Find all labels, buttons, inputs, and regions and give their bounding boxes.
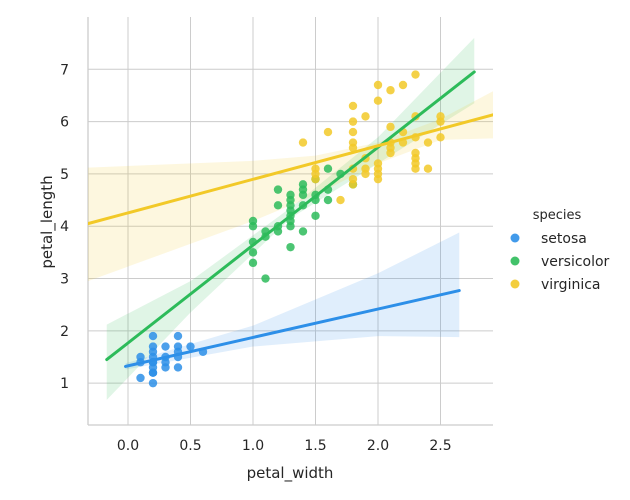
data-point-virginica — [336, 195, 345, 205]
grid — [88, 17, 493, 425]
data-point-setosa — [148, 378, 158, 388]
legend-marker-versicolor — [510, 256, 520, 266]
data-point-virginica — [423, 164, 433, 173]
data-point-setosa — [173, 342, 183, 351]
data-point-setosa — [173, 363, 183, 372]
data-point-virginica — [348, 138, 358, 147]
data-point-setosa — [136, 373, 145, 383]
y-tick-label: 4 — [60, 219, 69, 235]
data-point-virginica — [348, 101, 358, 111]
x-axis-label: petal_width — [247, 464, 334, 483]
data-point-virginica — [361, 112, 370, 121]
data-point-versicolor — [286, 190, 295, 200]
data-point-versicolor — [273, 201, 283, 210]
data-point-setosa — [148, 342, 158, 351]
data-point-virginica — [398, 80, 408, 90]
data-point-virginica — [348, 117, 358, 126]
data-point-versicolor — [261, 274, 270, 283]
data-point-setosa — [148, 368, 158, 377]
y-axis-label: petal_length — [38, 175, 57, 268]
x-tick-label: 2.5 — [429, 438, 451, 454]
data-point-versicolor — [248, 258, 258, 268]
data-point-virginica — [386, 86, 395, 95]
regression-line-setosa — [124, 289, 461, 368]
data-point-setosa — [173, 331, 183, 341]
data-point-virginica — [436, 133, 445, 142]
data-point-setosa — [136, 352, 145, 362]
data-point-versicolor — [298, 227, 308, 236]
x-tick-label: 2.0 — [367, 438, 389, 454]
data-point-virginica — [436, 112, 445, 121]
legend-title: species — [533, 208, 582, 223]
y-tick-label: 3 — [60, 272, 69, 288]
data-point-virginica — [348, 127, 358, 137]
axes — [87, 17, 493, 426]
regression-lines — [88, 70, 493, 368]
data-point-versicolor — [298, 180, 308, 189]
legend-label-versicolor: versicolor — [541, 254, 610, 270]
data-point-virginica — [323, 127, 333, 137]
y-tick-label: 1 — [60, 376, 69, 392]
x-tick-label: 0.0 — [117, 438, 139, 454]
data-point-setosa — [186, 342, 195, 351]
y-tick-label: 2 — [60, 324, 69, 340]
data-point-virginica — [361, 164, 370, 173]
data-point-versicolor — [286, 242, 295, 252]
data-point-virginica — [298, 138, 308, 147]
data-point-setosa — [148, 331, 158, 341]
data-point-versicolor — [248, 248, 258, 257]
data-point-virginica — [373, 80, 383, 90]
data-point-versicolor — [273, 185, 283, 194]
x-tick-label: 1.5 — [304, 438, 326, 454]
data-point-virginica — [311, 164, 320, 173]
x-tick-label: 0.5 — [179, 438, 201, 454]
x-tick-label: 1.0 — [242, 438, 264, 454]
confidence-band-setosa — [125, 232, 460, 370]
data-point-virginica — [386, 122, 395, 132]
legend: species setosa versicolor virginica — [510, 208, 610, 293]
tick-labels: 0.0 0.5 1.0 1.5 2.0 2.5 1 2 3 4 5 6 7 — [60, 62, 452, 454]
legend-marker-setosa — [510, 233, 520, 243]
y-tick-label: 7 — [60, 62, 69, 78]
data-point-virginica — [348, 174, 358, 184]
data-point-virginica — [423, 138, 433, 147]
data-point-versicolor — [311, 211, 320, 220]
data-point-versicolor — [323, 195, 333, 205]
data-point-setosa — [161, 342, 170, 351]
data-point-virginica — [373, 96, 383, 105]
regression-line-versicolor — [105, 70, 476, 362]
data-point-versicolor — [323, 164, 333, 173]
data-point-virginica — [411, 70, 420, 79]
y-tick-label: 5 — [60, 167, 69, 183]
regression-line-virginica — [88, 113, 493, 226]
legend-marker-virginica — [510, 279, 520, 289]
data-point-virginica — [411, 148, 420, 158]
data-point-virginica — [373, 159, 383, 168]
legend-label-virginica: virginica — [541, 277, 601, 293]
data-point-versicolor — [248, 216, 258, 226]
y-tick-label: 6 — [60, 115, 69, 131]
legend-label-setosa: setosa — [541, 231, 587, 247]
